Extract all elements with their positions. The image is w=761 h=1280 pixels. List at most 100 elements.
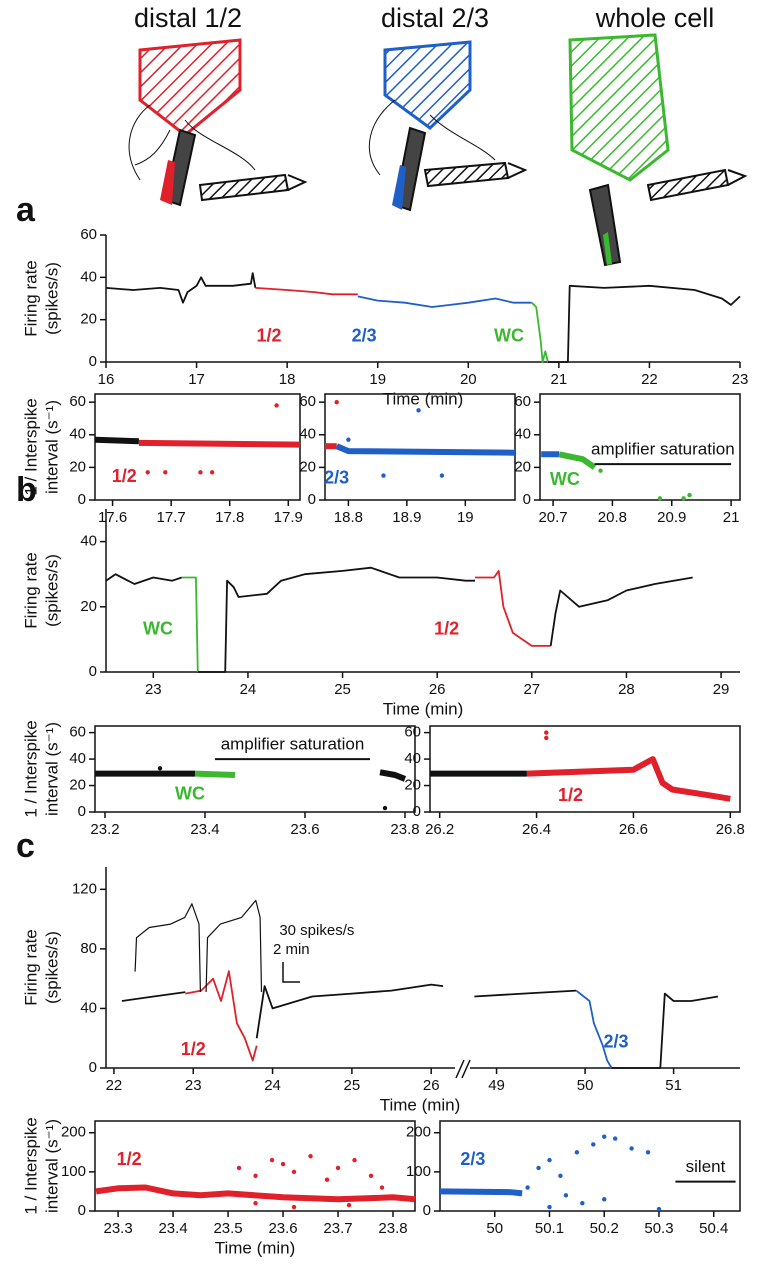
data-point [574, 1150, 580, 1155]
data-band [439, 1188, 523, 1197]
y-tick-label: 60 [69, 393, 86, 410]
data-band [194, 770, 236, 778]
annotation: 1/2 [257, 325, 282, 345]
y-tick-label: 60 [404, 724, 421, 741]
data-point [352, 1157, 357, 1163]
x-tick-label: 23.6 [268, 1220, 297, 1237]
data-band [138, 439, 301, 448]
x-tick-label: 50.2 [590, 1220, 619, 1237]
x-tick-label: 26.4 [522, 821, 551, 838]
y-tick-label: 200 [61, 1124, 86, 1141]
data-line [105, 573, 182, 585]
data-line [474, 989, 577, 998]
data-point [602, 1134, 607, 1139]
x-axis-label: Time (min) [383, 389, 464, 408]
x-tick-label: 21 [551, 371, 568, 388]
data-point [308, 1154, 313, 1159]
data-point [525, 1185, 530, 1190]
x-tick-label: 50 [577, 1077, 594, 1094]
header-label: distal 1/2 [134, 3, 242, 33]
data-point [291, 1204, 297, 1210]
data-point [379, 1185, 385, 1190]
x-tick-label: 28 [618, 681, 635, 698]
data-point [629, 1146, 634, 1151]
y-axis-label: Firing rate [21, 260, 40, 337]
annotation: 1/2 [112, 466, 137, 486]
header-label: distal 2/3 [381, 3, 489, 33]
axes-frame [94, 1120, 416, 1212]
data-point [547, 1204, 552, 1210]
data-point [544, 735, 549, 741]
y-tick-label: 60 [80, 226, 97, 243]
data-band [94, 436, 140, 445]
data-point [291, 1169, 297, 1175]
y-tick-label: 0 [78, 1202, 86, 1219]
range-label: amplifier saturation [591, 440, 735, 459]
x-tick-label: 50.1 [535, 1220, 564, 1237]
data-point [612, 1136, 618, 1141]
data-point [335, 1165, 341, 1171]
data-point [274, 403, 279, 408]
x-tick-label: 23 [145, 681, 162, 698]
data-point [253, 1173, 258, 1178]
x-tick-label: 50.4 [699, 1220, 728, 1237]
x-tick-label: 23.2 [90, 821, 119, 838]
y-tick-label: 60 [514, 393, 531, 410]
x-tick-label: 16 [98, 371, 115, 388]
data-point [656, 1206, 662, 1212]
data-line [475, 570, 551, 647]
y-axis-label: (spikes/s) [42, 554, 61, 627]
x-tick-label: 21 [723, 509, 740, 526]
data-line [255, 287, 358, 296]
y-axis-label: Firing rate [21, 552, 40, 629]
x-tick-label: 20.9 [657, 509, 686, 526]
data-line [197, 566, 475, 673]
y-tick-label: 20 [69, 458, 86, 475]
y-tick-label: 60 [69, 724, 86, 741]
x-tick-label: 26.6 [619, 821, 648, 838]
data-line [134, 903, 201, 993]
x-tick-label: 18.9 [392, 509, 421, 526]
data-line [205, 899, 263, 993]
axes-frame [439, 1120, 741, 1212]
x-tick-label: 20 [460, 371, 477, 388]
data-line [121, 991, 186, 1002]
data-line [185, 970, 258, 1062]
annotation: 1/2 [558, 785, 583, 805]
x-tick-label: 22 [641, 371, 658, 388]
annotation: 1/2 [434, 618, 459, 638]
y-tick-label: 40 [80, 268, 97, 285]
x-tick-label: 23.8 [390, 821, 419, 838]
y-tick-label: 40 [69, 750, 86, 767]
x-tick-label: 26 [423, 1077, 440, 1094]
data-line [548, 284, 741, 363]
data-point [382, 805, 388, 811]
x-tick-label: 24 [240, 681, 257, 698]
y-axis-label: 1 / Interspike [21, 720, 40, 817]
y-tick-label: 0 [78, 803, 86, 820]
data-point [416, 408, 421, 413]
x-tick-label: 49 [488, 1077, 505, 1094]
annotation: WC [494, 325, 524, 345]
data-point [280, 1161, 286, 1167]
y-tick-label: 20 [299, 458, 316, 475]
data-point [544, 730, 549, 735]
data-point [198, 470, 203, 475]
x-tick-label: 19 [369, 371, 386, 388]
y-axis-label: interval (s⁻¹) [42, 722, 61, 816]
data-point [334, 399, 339, 405]
data-band [526, 756, 731, 802]
y-tick-label: 0 [89, 353, 97, 370]
x-axis-label: Time (min) [215, 1238, 296, 1257]
data-point [269, 1157, 275, 1163]
annotation: 2/3 [604, 1031, 629, 1051]
y-tick-label: 100 [61, 1163, 86, 1180]
y-tick-label: 40 [404, 750, 421, 767]
data-line [611, 992, 719, 1069]
data-point [558, 1173, 563, 1178]
x-tick-label: 27 [523, 681, 540, 698]
y-axis-label: 1 / Interspike [21, 1117, 40, 1214]
data-point [591, 1142, 596, 1147]
range-label: silent [686, 1157, 726, 1176]
